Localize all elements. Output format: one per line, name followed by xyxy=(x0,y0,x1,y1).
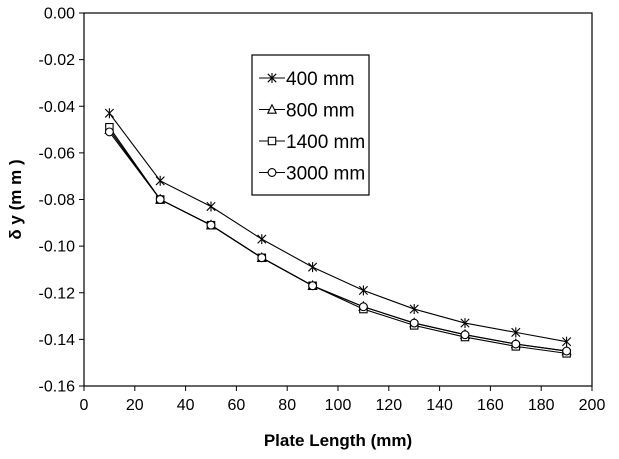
circle-marker xyxy=(409,318,419,328)
legend-item: 400 mm xyxy=(259,69,355,90)
y-tick-label: -0.02 xyxy=(39,52,76,69)
square-marker xyxy=(267,136,277,146)
series-4 xyxy=(104,127,572,356)
legend-label: 1400 mm xyxy=(286,132,365,153)
series-line xyxy=(108,112,567,343)
star-marker xyxy=(267,73,277,83)
series-line xyxy=(108,131,567,352)
legend-label: 400 mm xyxy=(286,69,355,90)
y-tick-label: -0.10 xyxy=(39,239,76,256)
star-marker xyxy=(104,108,114,119)
y-tick-label: -0.08 xyxy=(39,192,76,209)
circle-marker xyxy=(257,253,267,263)
x-axis-title: Plate Length (mm) xyxy=(264,431,412,450)
series-layer xyxy=(104,108,572,358)
y-tick-label: -0.12 xyxy=(39,285,76,302)
y-tick-label: 0.00 xyxy=(44,6,75,23)
y-tick-label: -0.06 xyxy=(39,145,76,162)
triangle-marker xyxy=(266,103,278,114)
y-tick-label: -0.14 xyxy=(39,332,76,349)
star-marker xyxy=(511,327,521,338)
axes: 0 20 40 60 80 100 120 140 160 180 200 0.00 -0.02 -0.0… xyxy=(39,6,606,415)
y-tick-label: -0.04 xyxy=(39,99,76,116)
x-tick-label: 140 xyxy=(426,397,453,414)
legend-item: 3000 mm xyxy=(259,164,365,185)
circle-marker xyxy=(358,302,368,312)
legend: 400 mm 800 mm 1400 mm 3000 mm xyxy=(251,54,370,196)
circle-marker xyxy=(308,281,318,291)
x-tick-label: 100 xyxy=(325,397,352,414)
star-marker xyxy=(257,234,267,245)
star-marker xyxy=(409,304,419,315)
x-tick-label: 180 xyxy=(528,397,555,414)
x-tick-label: 200 xyxy=(579,397,606,414)
circle-marker xyxy=(562,346,572,356)
star-marker xyxy=(562,336,572,347)
x-tick-label: 0 xyxy=(80,397,89,414)
star-marker xyxy=(308,262,318,273)
x-tick-label: 20 xyxy=(126,397,144,414)
y-axis-title: δ y (m m ) xyxy=(6,159,25,239)
legend-label: 800 mm xyxy=(286,101,355,122)
legend-item: 800 mm xyxy=(259,101,355,122)
circle-marker xyxy=(104,127,114,137)
x-tick-label: 80 xyxy=(278,397,296,414)
circle-marker xyxy=(460,330,470,340)
x-tick-label: 60 xyxy=(228,397,246,414)
x-tick-label: 120 xyxy=(375,397,402,414)
star-marker xyxy=(460,318,470,329)
series-1 xyxy=(104,108,572,347)
circle-marker xyxy=(511,339,521,349)
circle-marker xyxy=(155,195,165,204)
legend-label: 3000 mm xyxy=(286,164,365,185)
star-marker xyxy=(358,285,368,296)
x-tick-label: 40 xyxy=(177,397,195,414)
star-marker xyxy=(206,201,216,212)
legend-item: 1400 mm xyxy=(259,132,365,153)
y-tick-label: -0.16 xyxy=(39,379,76,396)
x-tick-label: 160 xyxy=(477,397,504,414)
star-marker xyxy=(155,175,165,186)
circle-marker xyxy=(267,168,277,177)
circle-marker xyxy=(206,220,216,230)
